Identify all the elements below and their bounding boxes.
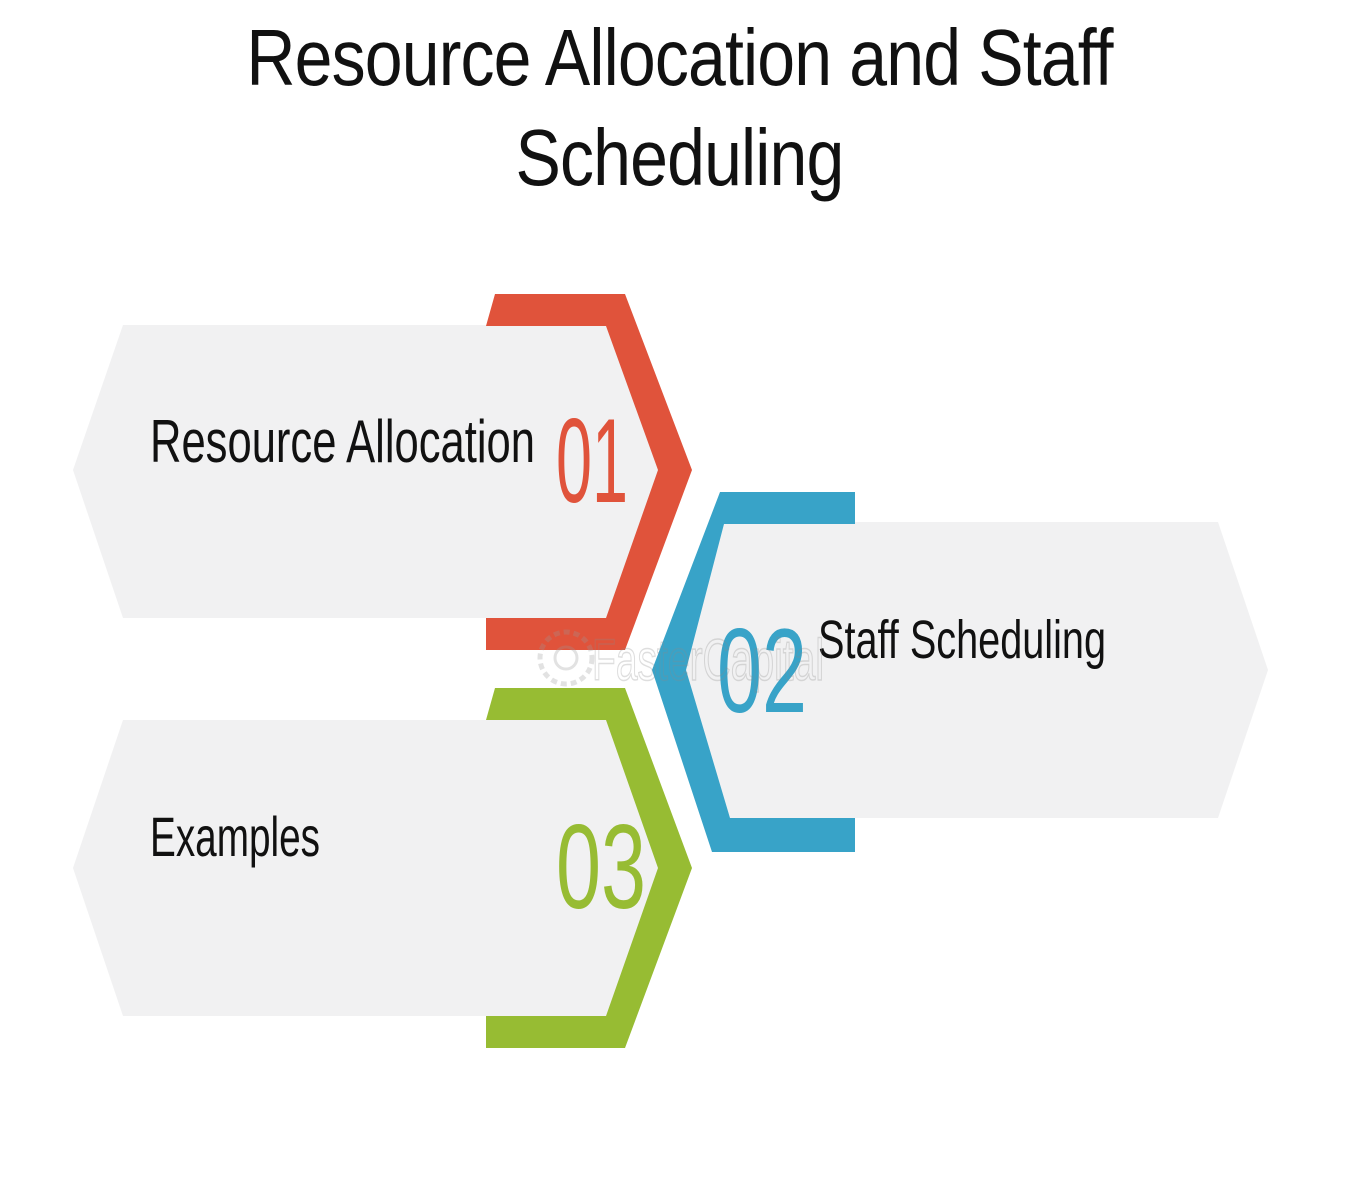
step-01: Resource Allocation 01 <box>73 294 692 650</box>
step-03-number: 03 <box>556 800 646 934</box>
step-02-number: 02 <box>717 604 807 738</box>
step-01-number: 01 <box>556 394 628 528</box>
watermark: FasterCapital <box>537 627 825 694</box>
gear-icon <box>537 629 595 687</box>
step-02-chevron-frame <box>652 492 855 852</box>
step-01-chevron-frame <box>486 294 692 650</box>
step-03-chevron-frame <box>486 688 692 1048</box>
step-02-panel <box>672 522 1268 818</box>
step-01-panel <box>73 325 682 618</box>
step-01-label: Resource Allocation <box>150 408 535 475</box>
watermark-text: FasterCapital <box>592 628 824 693</box>
step-03: Examples 03 <box>73 688 692 1048</box>
step-03-panel <box>73 720 682 1016</box>
page-title: Resource Allocation and Staff Scheduling <box>246 13 1113 202</box>
step-03-label: Examples <box>150 805 320 868</box>
step-02-label: Staff Scheduling <box>818 610 1106 670</box>
step-02: 02 Staff Scheduling <box>652 492 1268 852</box>
